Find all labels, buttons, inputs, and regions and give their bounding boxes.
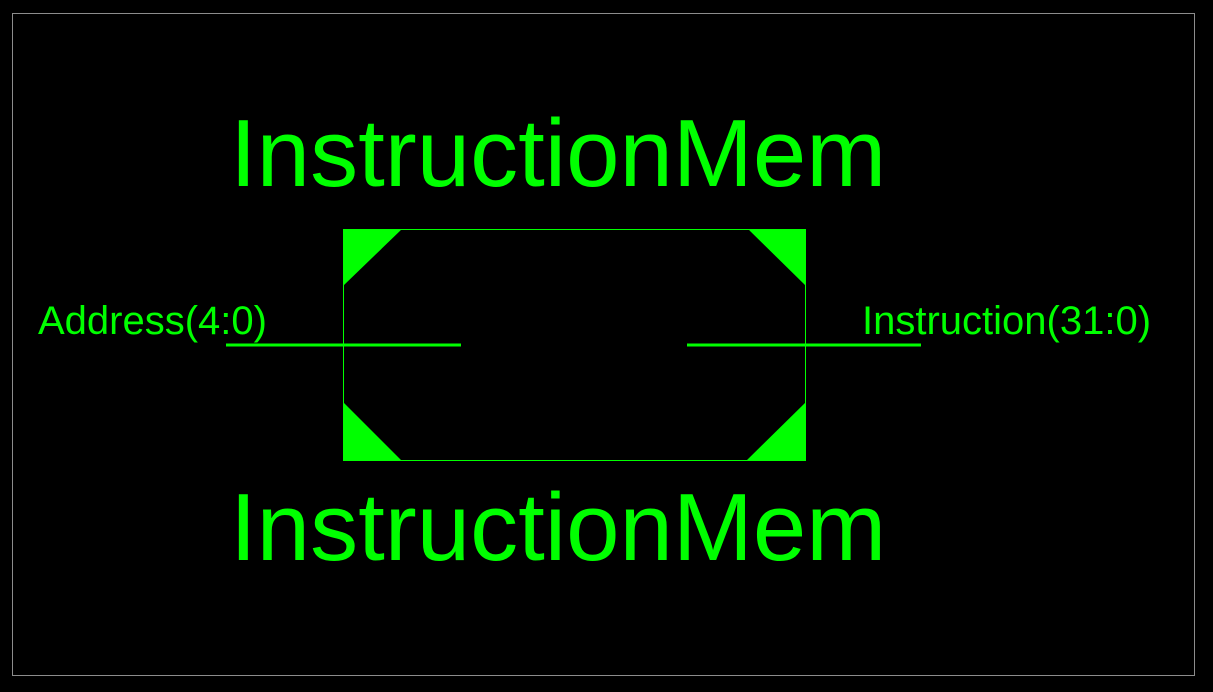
address-pin-label: Address(4:0) [38, 299, 267, 343]
corner-marker-bottom-right [746, 402, 806, 461]
type-name-label: InstructionMem [230, 474, 887, 581]
sheet-border [12, 13, 1195, 676]
instruction-pin-label: Instruction(31:0) [862, 299, 1152, 343]
instance-name-label: InstructionMem [230, 100, 887, 207]
corner-marker-top-right [748, 229, 806, 286]
corner-marker-bottom-left [343, 402, 402, 461]
corner-marker-top-left [343, 229, 402, 286]
